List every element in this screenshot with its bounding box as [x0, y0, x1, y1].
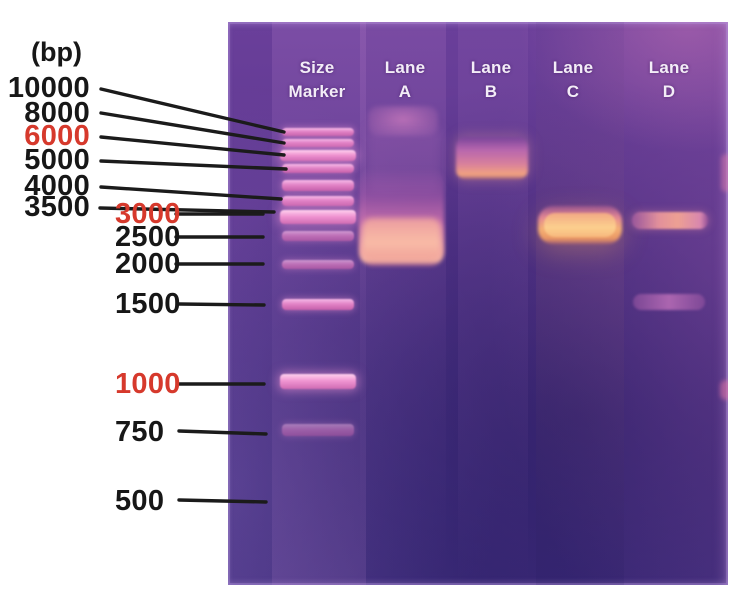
size-label-4000: 4000 [24, 170, 90, 202]
lane-b-band [456, 137, 528, 179]
gel-edge-artifact-upper [721, 154, 728, 192]
header-lane-b-line1: Lane [470, 58, 512, 77]
lane-d-lower-band [633, 294, 705, 310]
bp-unit-label: (bp) [31, 37, 82, 67]
header-size-marker: Size Marker [267, 56, 367, 104]
size-label-10000: 10000 [7, 72, 90, 104]
marker-band-6000 [280, 150, 356, 161]
size-label-6000: 6000 [24, 120, 90, 152]
size-label-5000: 5000 [24, 144, 90, 176]
marker-band-1500 [282, 299, 354, 310]
size-label-3500: 3500 [24, 191, 90, 223]
lane-a-band-core [362, 218, 441, 260]
marker-band-3000 [280, 210, 356, 224]
header-lane-d: Lane D [619, 56, 719, 104]
header-lane-a-line1: Lane [384, 58, 426, 77]
lane-c-column [536, 22, 624, 585]
marker-band-2000 [282, 260, 354, 269]
header-size-marker-line2: Marker [288, 82, 346, 101]
size-label-2500: 2500 [115, 221, 181, 253]
gel-edge-artifact-lower [720, 380, 728, 400]
size-label-8000: 8000 [24, 97, 90, 129]
header-lane-c: Lane C [523, 56, 623, 104]
lane-a-upper-smear [368, 106, 438, 136]
header-size-marker-line1: Size [299, 58, 335, 77]
marker-band-5000 [282, 164, 354, 173]
header-lane-c-line1: Lane [552, 58, 594, 77]
marker-band-750 [282, 424, 354, 436]
size-label-1000: 1000 [115, 368, 181, 400]
size-label-3000: 3000 [115, 198, 181, 230]
header-lane-d-line1: Lane [648, 58, 690, 77]
header-lane-b: Lane B [441, 56, 541, 104]
size-label-750: 750 [115, 416, 165, 448]
size-label-500: 500 [115, 485, 165, 517]
size-label-2000: 2000 [115, 248, 181, 280]
header-lane-a: Lane A [355, 56, 455, 104]
marker-band-3500 [282, 196, 354, 206]
size-label-1500: 1500 [115, 288, 181, 320]
marker-band-1000 [280, 374, 356, 389]
lane-c-band-core [544, 213, 616, 237]
marker-band-8000 [282, 139, 354, 147]
marker-band-2500 [282, 231, 354, 241]
marker-band-4000 [282, 180, 354, 191]
header-lane-d-line2: D [662, 82, 676, 101]
lane-b-column [458, 22, 528, 585]
gel-image: Size Marker Lane A Lane B Lane C Lane D [228, 22, 728, 585]
lane-d-upper-band [632, 212, 708, 229]
header-lane-c-line2: C [566, 82, 580, 101]
marker-band-10000 [282, 128, 354, 136]
header-lane-b-line2: B [484, 82, 498, 101]
header-lane-a-line2: A [398, 82, 412, 101]
